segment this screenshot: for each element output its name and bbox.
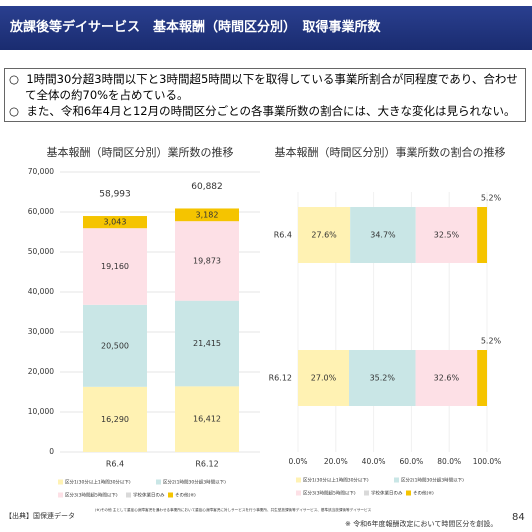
source: 【出典】国保連データ [5, 511, 75, 520]
x-tick-label: R6.4 [106, 460, 124, 469]
x-tick-label: 60.0% [399, 457, 423, 466]
legend-swatch [296, 490, 301, 496]
note: ※ 令和6年度報酬改定において時間区分を創設。 [345, 519, 497, 528]
x-tick-label: 100.0% [473, 457, 502, 466]
x-tick-label: 0.0% [288, 457, 307, 466]
legend-swatch [364, 490, 369, 496]
legend-label: 区分3(3時間超5時間以下) [303, 490, 356, 497]
data-label: 5.2% [481, 337, 502, 346]
data-label: 32.5% [434, 231, 460, 240]
data-label: 35.2% [370, 374, 396, 383]
legend-swatch [406, 490, 411, 496]
bar-segment [83, 228, 147, 305]
data-label: 21,415 [193, 339, 221, 348]
bar-segment [415, 207, 478, 263]
data-label: 32.6% [434, 374, 460, 383]
data-label: 3,182 [196, 210, 219, 219]
chart-title: 基本報酬（時間区分別）事業所数の割合の推移 [275, 145, 506, 159]
bar-segment [175, 300, 239, 387]
y-tick-label: R6.4 [274, 231, 292, 240]
legend-label: その他(※) [413, 490, 434, 497]
bullet-text: また、令和6年4月と12月の時間区分ごとの各事業所数の割合には、大きな変化は見ら… [26, 104, 516, 118]
x-tick-label: R6.12 [195, 460, 218, 469]
y-tick-label: R6.12 [269, 374, 292, 383]
y-tick-label: 50,000 [28, 247, 54, 256]
legend-swatch [296, 477, 301, 483]
y-tick-label: 30,000 [28, 327, 54, 336]
legend-swatch [168, 492, 173, 498]
total-label: 60,882 [191, 182, 223, 192]
bar-segment [477, 350, 487, 406]
total-label: 58,993 [99, 190, 131, 200]
footnote: (※)その他 主として重症心身障害児を通わせる事業所において重症心身障害児に対し… [95, 507, 372, 512]
x-tick-label: 20.0% [324, 457, 348, 466]
y-tick-label: 0 [49, 447, 54, 456]
bullet-box: ○ 1時間30分超3時間以下と3時間超5時間以下を取得している事業所割合が同程度… [4, 68, 526, 122]
legend-swatch [126, 492, 131, 498]
legend-label: 区分3(3時間超5時間以下) [65, 492, 118, 499]
data-label: 3,043 [104, 218, 127, 227]
data-label: 19,873 [193, 256, 221, 265]
bar-segment [83, 304, 147, 387]
data-label: 19,160 [101, 262, 129, 271]
legend-label: 区分1(30分以上1時間30分以下) [303, 477, 369, 484]
legend-label: 区分1(30分以上1時間30分以下) [65, 479, 131, 486]
bar-segment [175, 221, 239, 301]
legend-swatch [58, 492, 63, 498]
data-label: 16,412 [193, 415, 221, 424]
legend-label: 学校休業日のみ [133, 492, 165, 499]
legend-swatch [156, 479, 161, 485]
bullet-text: 1時間30分超3時間以下と3時間超5時間以下を取得している事業所割合が同程度であ… [25, 72, 518, 102]
y-tick-label: 70,000 [28, 167, 54, 176]
y-tick-label: 10,000 [28, 407, 54, 416]
bar-segment [349, 350, 416, 406]
bar-segment [477, 207, 487, 263]
legend-label: 学校休業日のみ [371, 490, 403, 497]
data-label: 34.7% [370, 231, 396, 240]
data-label: 5.2% [481, 194, 502, 203]
bullet: ○ 1時間30分超3時間以下と3時間超5時間以下を取得している事業所割合が同程度… [9, 72, 518, 102]
y-tick-label: 20,000 [28, 367, 54, 376]
bar-segment [175, 208, 239, 222]
legend-swatch [394, 477, 399, 483]
legend-label: 区分2(1時間30分超3時間以下) [401, 477, 464, 484]
page-number: 84 [512, 512, 525, 523]
bullet: ○ また、令和6年4月と12月の時間区分ごとの各事業所数の割合には、大きな変化は… [9, 104, 516, 118]
bar-segment [350, 207, 416, 263]
legend-label: その他(※) [175, 492, 196, 499]
data-label: 27.6% [311, 231, 337, 240]
bar-segment [83, 216, 147, 229]
bar-segment [415, 350, 478, 406]
bar-segment [175, 386, 239, 452]
legend-swatch [58, 479, 63, 485]
data-label: 27.0% [311, 374, 337, 383]
data-label: 16,290 [101, 415, 129, 424]
x-tick-label: 80.0% [437, 457, 461, 466]
x-tick-label: 40.0% [362, 457, 386, 466]
bar-segment [83, 386, 147, 452]
header-title: 放課後等デイサービス 基本報酬（時間区分別） 取得事業所数 [0, 6, 532, 50]
bar-segment [298, 350, 350, 406]
y-tick-label: 40,000 [28, 287, 54, 296]
y-tick-label: 60,000 [28, 207, 54, 216]
bar-segment [298, 207, 351, 263]
legend-label: 区分2(1時間30分超3時間以下) [163, 479, 226, 486]
chart-title: 基本報酬（時間区分別）業所数の推移 [47, 145, 234, 159]
data-label: 20,500 [101, 341, 129, 350]
